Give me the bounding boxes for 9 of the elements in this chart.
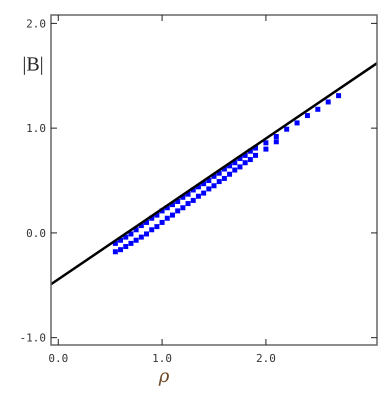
y-tick-label: 1.0 — [26, 122, 46, 136]
y-axis-title: |B| — [22, 54, 44, 76]
x-tick-label: 1.0 — [152, 352, 172, 365]
y-tick-label: 2.0 — [26, 17, 46, 30]
y-tick-label: -1.0 — [20, 332, 46, 345]
x-tick-label: 0.0 — [48, 352, 68, 365]
y-tick-label: 0.0 — [26, 226, 46, 240]
x-axis-title: ρ — [158, 366, 170, 387]
x-tick-label: 2.0 — [256, 352, 276, 365]
